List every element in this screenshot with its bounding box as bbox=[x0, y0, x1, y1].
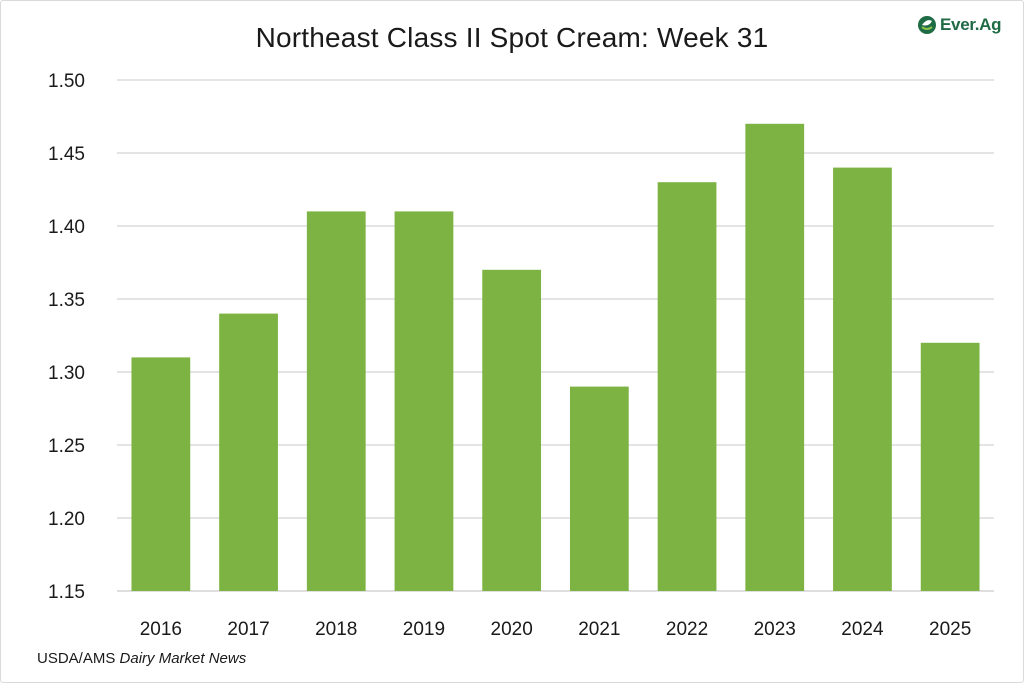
bar-2016 bbox=[131, 357, 191, 591]
bars bbox=[131, 123, 980, 592]
bar-2020 bbox=[482, 269, 542, 591]
y-tick-label: 1.25 bbox=[48, 436, 85, 457]
y-tick-label: 1.35 bbox=[48, 290, 85, 311]
x-tick-label: 2018 bbox=[315, 619, 357, 640]
y-axis-ticks: 1.15 1.20 1.25 1.30 1.35 1.40 1.45 1.50 bbox=[48, 71, 85, 603]
bar-2017 bbox=[219, 313, 278, 591]
y-tick-label: 1.50 bbox=[48, 71, 85, 92]
y-tick-label: 1.15 bbox=[48, 582, 85, 603]
source-prefix: USDA/AMS bbox=[37, 650, 116, 667]
x-tick-label: 2019 bbox=[403, 619, 445, 640]
bar-2023 bbox=[745, 123, 805, 592]
y-tick-label: 1.20 bbox=[48, 509, 85, 530]
source-note: USDA/AMS Dairy Market News bbox=[37, 650, 246, 667]
y-tick-label: 1.40 bbox=[48, 217, 85, 238]
x-axis-ticks: 2016 2017 2018 2019 2020 2021 2022 2023 2024 2025 bbox=[140, 619, 972, 640]
bar-2019 bbox=[394, 211, 454, 591]
logo-text: Ever.Ag bbox=[940, 15, 1002, 34]
x-tick-label: 2017 bbox=[227, 619, 269, 640]
brand-logo: Ever.Ag bbox=[917, 12, 1002, 38]
x-tick-label: 2022 bbox=[666, 619, 708, 640]
x-tick-label: 2025 bbox=[929, 619, 971, 640]
source-publication: Dairy Market News bbox=[119, 650, 247, 667]
bar-2018 bbox=[306, 211, 366, 591]
x-tick-label: 2023 bbox=[754, 619, 796, 640]
bar-2022 bbox=[657, 182, 717, 591]
chart-title: Northeast Class II Spot Cream: Week 31 bbox=[255, 22, 769, 53]
bar-2021 bbox=[569, 386, 629, 591]
bar-2025 bbox=[920, 342, 980, 591]
y-tick-label: 1.45 bbox=[48, 144, 85, 165]
bar-2024 bbox=[833, 167, 892, 591]
ever-ag-leaf-icon bbox=[918, 16, 936, 34]
x-tick-label: 2021 bbox=[578, 619, 620, 640]
x-tick-label: 2024 bbox=[841, 619, 884, 640]
x-tick-label: 2020 bbox=[491, 619, 533, 640]
y-tick-label: 1.30 bbox=[48, 363, 85, 384]
x-tick-label: 2016 bbox=[140, 619, 182, 640]
